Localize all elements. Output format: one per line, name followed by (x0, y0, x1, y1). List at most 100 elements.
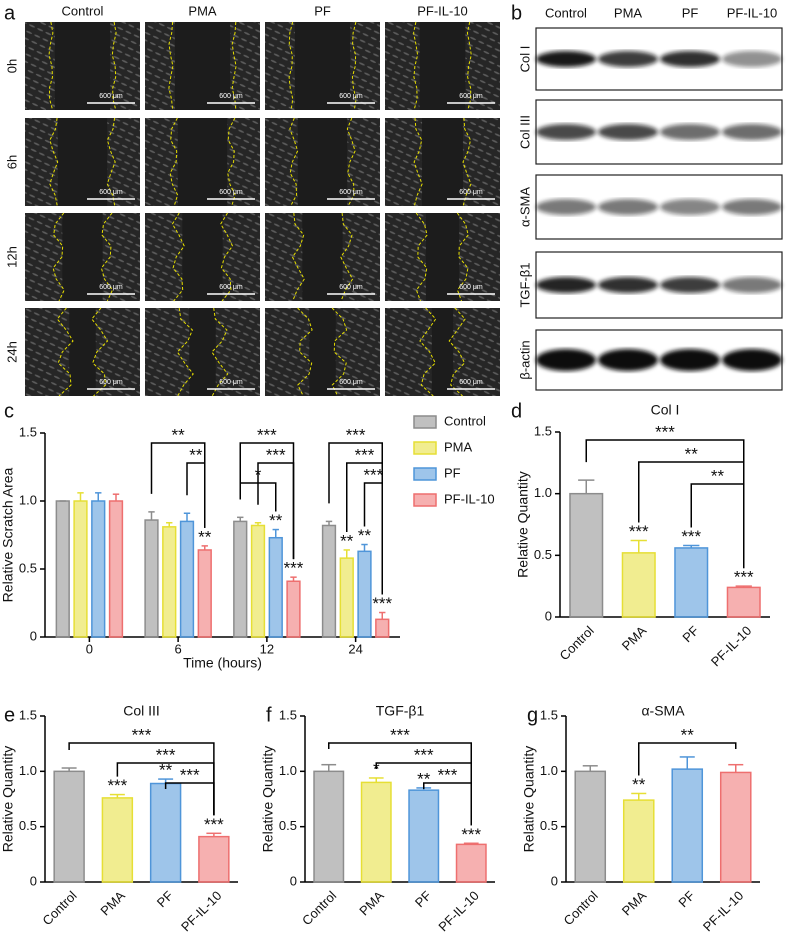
scratch-gap (174, 22, 231, 110)
scratch-edge (171, 212, 185, 302)
blot-band (660, 349, 720, 371)
bracket-label: *** (438, 765, 458, 784)
y-tick-label: 1.5 (534, 423, 552, 438)
x-tick-label: Control (39, 888, 79, 928)
bracket-label: *** (346, 425, 366, 444)
bar (91, 500, 106, 638)
column-label: PF-IL-10 (417, 3, 468, 18)
bar (250, 524, 266, 638)
bar (726, 586, 761, 618)
bar (108, 500, 124, 638)
bar (313, 770, 345, 883)
blot-band (722, 199, 782, 215)
y-tick-label: 1.5 (279, 707, 297, 722)
bar (621, 552, 656, 618)
significance: ** (198, 527, 212, 546)
blot-band (722, 349, 782, 371)
bracket-label: *** (257, 425, 277, 444)
x-tick-label: PMA (356, 888, 387, 919)
bar (719, 771, 752, 883)
bracket-label: ** (685, 444, 699, 463)
y-tick-label: 0 (551, 873, 558, 888)
legend-swatch (413, 441, 437, 455)
y-axis-title: Relative Scratch Area (0, 467, 16, 602)
column-label: PMA (614, 5, 643, 20)
scratch-gap (422, 118, 463, 206)
x-tick-label: Control (561, 888, 601, 928)
bar (574, 770, 607, 883)
scale-bar-label: 600 μm (99, 189, 123, 196)
y-tick-label: 0.5 (540, 818, 558, 833)
row-label: 12h (4, 246, 19, 268)
y-tick-label: 0 (290, 873, 297, 888)
column-label: Control (62, 3, 104, 18)
blot-band (598, 277, 658, 293)
column-label: PF (314, 3, 331, 18)
bracket-label: ** (681, 725, 695, 744)
y-tick-label: 1.0 (540, 763, 558, 778)
scratch-edge (456, 212, 469, 302)
scratch-edge (288, 21, 294, 111)
bar (268, 536, 283, 638)
bar (197, 549, 212, 638)
x-tick-label: Control (299, 888, 339, 928)
significance: *** (629, 522, 649, 541)
scratch-edge (211, 307, 229, 397)
bracket-label: *** (180, 765, 200, 784)
significance: *** (284, 559, 304, 578)
legend-label: PMA (444, 439, 473, 454)
panel-letter: e (4, 704, 15, 726)
y-tick-label: 1.0 (534, 485, 552, 500)
scratch-edge (346, 117, 356, 207)
scale-bar-label: 600 μm (459, 284, 483, 291)
scratch-edge (340, 212, 354, 302)
blot-band (598, 124, 658, 140)
x-tick-label: PMA (619, 888, 650, 919)
bracket-label: ** (189, 445, 203, 464)
x-tick-label: Control (557, 623, 597, 663)
scratch-edge (227, 117, 236, 207)
scratch-gap (189, 308, 216, 396)
scratch-gap (297, 118, 348, 206)
legend-swatch (413, 415, 437, 429)
band-label: Col I (517, 46, 532, 73)
bar (144, 519, 159, 638)
blot-band (660, 277, 720, 293)
x-tick-label: 12 (260, 641, 274, 656)
row-label: 0h (4, 59, 19, 73)
scratch-gap (302, 213, 343, 301)
chart-title: Col I (651, 402, 680, 418)
legend-swatch (413, 467, 437, 481)
panel-letter: g (527, 704, 538, 726)
significance-bracket (690, 483, 745, 569)
significance: *** (107, 776, 127, 795)
significance: *** (734, 568, 754, 587)
y-tick-label: 0 (30, 873, 37, 888)
band-label: TGF-β1 (517, 262, 532, 307)
blot-band (660, 124, 720, 140)
bracket-label: *** (132, 725, 152, 744)
blot-band (598, 199, 658, 215)
significance-bracket (585, 439, 745, 569)
blot-band (536, 349, 596, 371)
scratch-gap (431, 308, 454, 396)
scratch-gap (419, 22, 466, 110)
scale-bar-label: 600 μm (99, 93, 123, 100)
x-tick-label: PF-IL-10 (700, 888, 746, 934)
blot-band (536, 277, 596, 293)
scratch-edge (169, 117, 179, 207)
y-tick-label: 0.5 (19, 818, 37, 833)
significance: ** (159, 761, 173, 780)
significance-bracket (363, 482, 383, 595)
bar (162, 526, 177, 638)
scale-bar-label: 600 μm (339, 93, 363, 100)
bar (101, 797, 134, 883)
scratch-edge (52, 212, 65, 302)
legend-swatch (413, 493, 437, 507)
x-tick-label: PF-IL-10 (178, 888, 224, 934)
significance-bracket (239, 482, 277, 512)
scratch-edge (462, 117, 472, 207)
blot-band (660, 51, 720, 67)
scale-bar-label: 600 μm (459, 379, 483, 386)
